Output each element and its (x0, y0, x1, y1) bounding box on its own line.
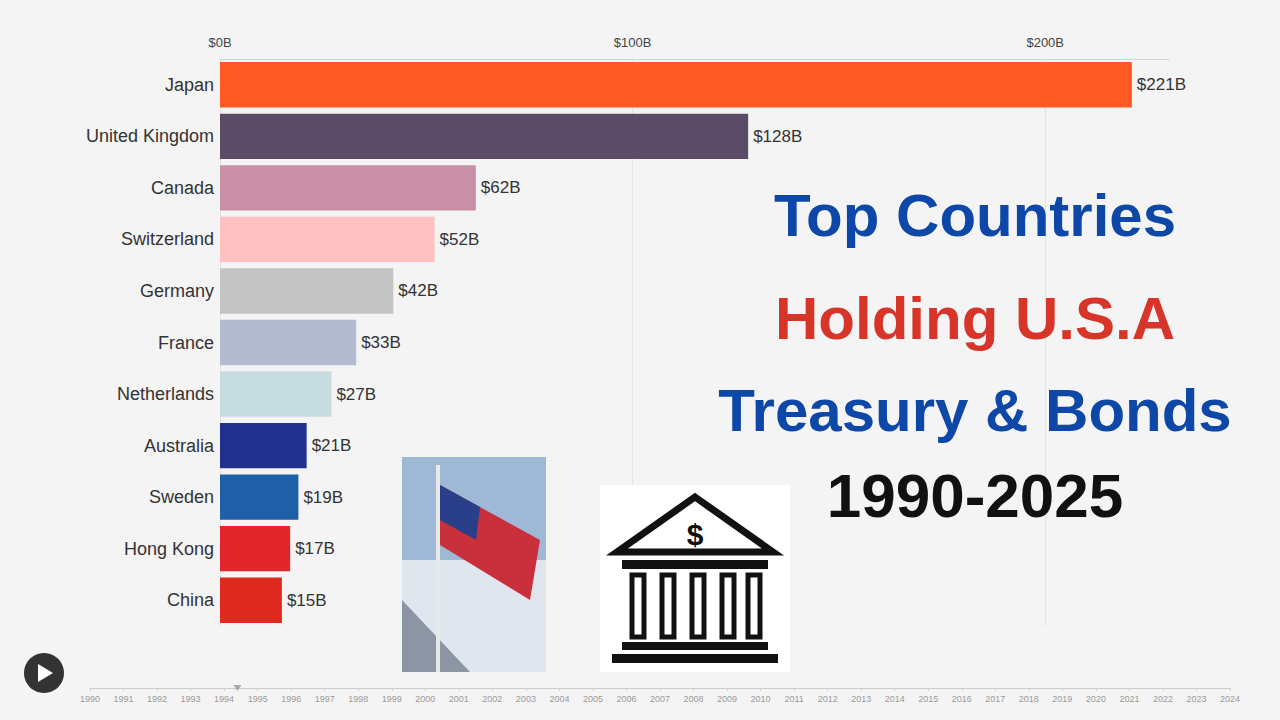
svg-text:$19B: $19B (303, 488, 343, 507)
svg-text:2024: 2024 (1220, 694, 1240, 704)
svg-text:2015: 2015 (918, 694, 938, 704)
svg-text:2002: 2002 (482, 694, 502, 704)
svg-text:Holding U.S.A: Holding U.S.A (775, 285, 1175, 352)
svg-text:$: $ (687, 518, 704, 551)
svg-text:1994: 1994 (214, 694, 234, 704)
svg-text:2004: 2004 (549, 694, 569, 704)
svg-text:$42B: $42B (398, 281, 438, 300)
svg-text:$0B: $0B (208, 35, 231, 50)
svg-text:$21B: $21B (312, 436, 352, 455)
svg-text:2009: 2009 (717, 694, 737, 704)
svg-text:Treasury & Bonds: Treasury & Bonds (718, 377, 1232, 444)
svg-text:China: China (167, 590, 215, 610)
svg-text:France: France (158, 333, 214, 353)
svg-text:Japan: Japan (165, 75, 214, 95)
svg-text:$27B: $27B (336, 385, 376, 404)
svg-text:Top Countries: Top Countries (774, 182, 1176, 249)
svg-text:2013: 2013 (851, 694, 871, 704)
svg-text:2005: 2005 (583, 694, 603, 704)
svg-text:$15B: $15B (287, 591, 327, 610)
svg-text:$33B: $33B (361, 333, 401, 352)
svg-text:2008: 2008 (684, 694, 704, 704)
svg-text:1991: 1991 (114, 694, 134, 704)
svg-text:United Kingdom: United Kingdom (86, 126, 214, 146)
svg-text:Germany: Germany (140, 281, 214, 301)
svg-text:2000: 2000 (415, 694, 435, 704)
svg-text:2022: 2022 (1153, 694, 1173, 704)
svg-text:2007: 2007 (650, 694, 670, 704)
svg-text:1990: 1990 (80, 694, 100, 704)
svg-text:2021: 2021 (1119, 694, 1139, 704)
svg-text:2020: 2020 (1086, 694, 1106, 704)
svg-text:Hong Kong: Hong Kong (124, 539, 214, 559)
svg-text:2011: 2011 (784, 694, 803, 704)
svg-text:$62B: $62B (481, 178, 521, 197)
svg-text:1996: 1996 (281, 694, 301, 704)
svg-text:2003: 2003 (516, 694, 536, 704)
svg-text:$100B: $100B (614, 35, 652, 50)
svg-text:2023: 2023 (1186, 694, 1206, 704)
svg-text:2016: 2016 (952, 694, 972, 704)
svg-text:2012: 2012 (818, 694, 838, 704)
svg-text:$221B: $221B (1137, 75, 1186, 94)
svg-text:1995: 1995 (248, 694, 268, 704)
svg-text:1997: 1997 (315, 694, 335, 704)
svg-text:1993: 1993 (181, 694, 201, 704)
svg-text:2014: 2014 (885, 694, 905, 704)
svg-text:$17B: $17B (295, 539, 335, 558)
svg-text:2019: 2019 (1052, 694, 1072, 704)
svg-text:2001: 2001 (449, 694, 469, 704)
svg-text:2017: 2017 (985, 694, 1005, 704)
svg-text:$52B: $52B (440, 230, 480, 249)
svg-text:2010: 2010 (751, 694, 771, 704)
svg-text:1998: 1998 (348, 694, 368, 704)
svg-text:2006: 2006 (616, 694, 636, 704)
svg-text:1992: 1992 (147, 694, 167, 704)
svg-text:Netherlands: Netherlands (117, 384, 214, 404)
svg-text:$128B: $128B (753, 127, 802, 146)
svg-text:1999: 1999 (382, 694, 402, 704)
svg-text:Canada: Canada (151, 178, 215, 198)
svg-text:Sweden: Sweden (149, 487, 214, 507)
svg-text:1990-2025: 1990-2025 (827, 461, 1124, 530)
svg-text:Switzerland: Switzerland (121, 229, 214, 249)
svg-text:$200B: $200B (1026, 35, 1064, 50)
svg-text:Australia: Australia (144, 436, 215, 456)
svg-text:2018: 2018 (1019, 694, 1039, 704)
